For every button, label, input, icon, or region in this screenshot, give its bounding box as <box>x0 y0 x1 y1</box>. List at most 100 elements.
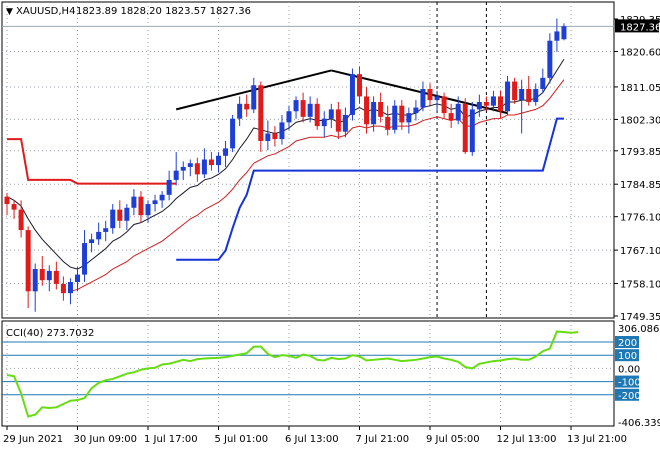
candle-bullish <box>293 96 299 119</box>
candle-bearish <box>364 87 370 134</box>
candle-body <box>300 100 306 117</box>
candle-body <box>512 81 518 101</box>
candle-body <box>258 85 264 141</box>
candle-bullish <box>145 200 151 223</box>
candle-body <box>371 101 377 125</box>
header-marker[interactable]: ▼ <box>6 7 13 17</box>
candle-bearish <box>498 90 503 119</box>
candle-bearish <box>272 126 278 147</box>
candle-bullish <box>455 96 461 125</box>
candle-body <box>540 77 546 89</box>
candle-bullish <box>434 90 440 112</box>
candle-body <box>166 179 172 195</box>
candle-body <box>173 170 179 180</box>
candle-bearish <box>378 92 384 123</box>
candle-body <box>526 88 532 102</box>
candle-bullish <box>349 68 355 121</box>
candle-body <box>96 231 102 240</box>
candle-bullish <box>124 204 130 231</box>
candle-body <box>187 163 193 167</box>
time-axis-label: 1 Jul 17:00 <box>144 434 198 445</box>
candle-bullish <box>110 204 116 234</box>
candle-bullish <box>180 161 186 180</box>
candle-bearish <box>314 98 320 130</box>
candle-bullish <box>392 100 398 134</box>
cci-axis-label: 0.00 <box>618 364 640 375</box>
time-axis-label: 5 Jul 01:00 <box>215 434 269 445</box>
candle-body <box>110 209 116 229</box>
candle-bullish <box>166 170 172 201</box>
candle-body <box>103 228 109 232</box>
candle-body <box>32 269 38 292</box>
candle-body <box>124 207 130 221</box>
candle-body <box>272 133 278 140</box>
stop-line-blue <box>176 117 564 261</box>
candle-body <box>469 109 475 153</box>
candle-body <box>67 282 73 294</box>
candle-bullish <box>75 267 80 292</box>
candle-body <box>194 163 200 175</box>
cci-panel-frame <box>1 320 615 427</box>
candle-body <box>519 88 525 101</box>
candle-body <box>547 40 553 78</box>
candle-body <box>420 88 426 108</box>
candle-bullish <box>265 120 271 151</box>
candle-body <box>286 111 292 123</box>
candle-body <box>349 74 355 115</box>
candle-body <box>237 103 243 119</box>
candle-body <box>378 101 384 117</box>
candle-bearish <box>427 83 433 106</box>
candle-body <box>505 81 511 112</box>
candle-bullish <box>342 107 348 138</box>
candle-bullish <box>533 83 539 106</box>
cci-level-box <box>615 335 639 348</box>
price-axis-label: 1811.05 <box>620 83 660 94</box>
candle-bearish <box>462 98 468 154</box>
chart-header: ▼ XAUUSD,H4 1823.89 1828.20 1823.57 1827… <box>6 6 251 17</box>
price-axis-label: 1776.10 <box>620 213 660 224</box>
candle-body <box>4 196 10 205</box>
candle-bearish <box>117 200 123 229</box>
candle-body <box>293 100 299 112</box>
candle-body <box>216 155 221 166</box>
candle-body <box>244 103 250 110</box>
price-panel: 1829.351820.601811.051802.301793.851784.… <box>1 1 660 323</box>
time-axis-label: 13 Jul 21:00 <box>567 434 627 445</box>
cci-level-box <box>615 349 639 362</box>
time-axis-label: 30 Jun 09:00 <box>74 434 138 445</box>
candle-bearish <box>208 152 214 171</box>
candle-bullish <box>103 220 109 242</box>
price-axis-label: 1758.10 <box>620 280 660 291</box>
cci-axis-label: 200 <box>618 338 637 349</box>
candle-body <box>251 85 257 110</box>
candle-bullish <box>96 222 102 245</box>
candle-body <box>279 122 285 140</box>
candle-bearish <box>483 96 489 112</box>
candle-bearish <box>138 191 144 223</box>
candle-bullish <box>540 68 546 93</box>
time-axis: 29 Jun 2021 30 Jun 09:00 1 Jul 17:00 5 Jul … <box>3 426 627 445</box>
cci-axis-label: -200 <box>618 391 641 402</box>
candle-body <box>476 101 482 110</box>
candle-bullish <box>251 77 257 114</box>
candle-bullish <box>131 189 137 216</box>
candle-bearish <box>385 105 391 136</box>
candle-body <box>152 200 158 205</box>
candle-body <box>314 103 320 127</box>
candle-bullish <box>286 105 292 130</box>
ema-slow-line <box>70 79 565 292</box>
candle-bullish <box>476 94 482 117</box>
candle-body <box>483 101 489 106</box>
cci-label: CCI(40) 273.7032 <box>6 328 94 339</box>
candle-body <box>11 204 17 210</box>
candle-bullish <box>321 111 327 138</box>
candle-body <box>131 196 137 208</box>
candle-body <box>138 196 144 216</box>
candle-bullish <box>561 23 567 41</box>
candle-bearish <box>4 192 10 216</box>
candle-body <box>145 204 151 216</box>
cci-axis-label: -406.3395 <box>618 418 660 429</box>
candle-bullish <box>89 233 95 253</box>
candle-bearish <box>11 200 17 219</box>
